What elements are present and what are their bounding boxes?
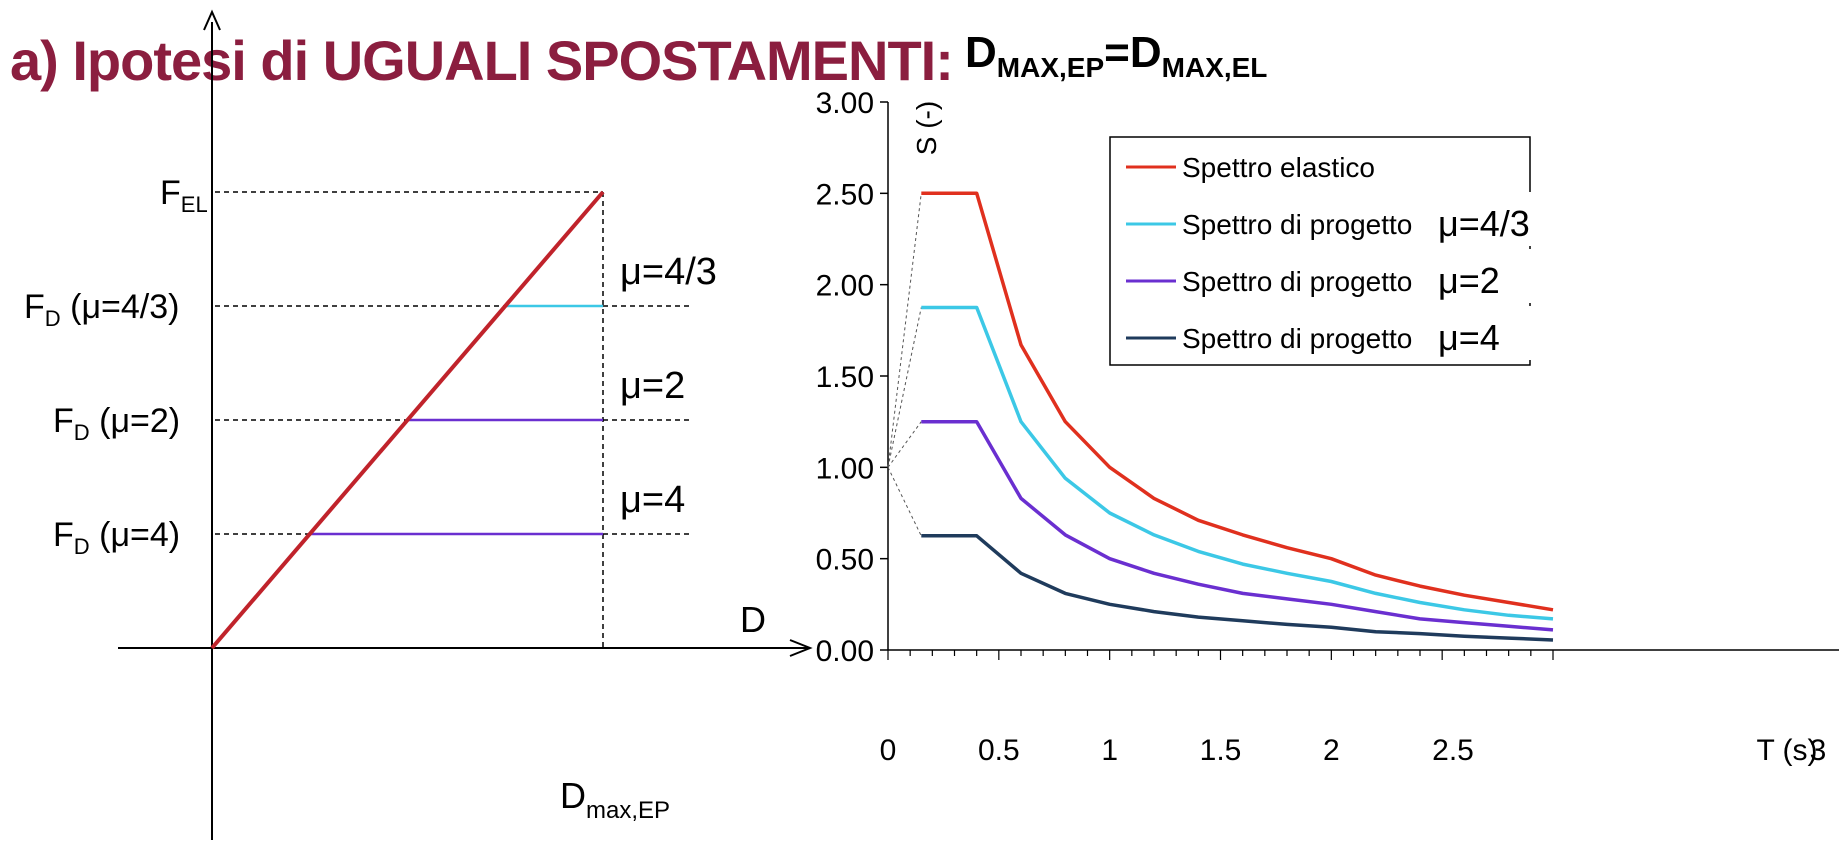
formula-left: D	[965, 28, 997, 77]
y-tick-label: 0.50	[816, 544, 874, 577]
x-tick-label: 2.5	[1432, 734, 1474, 767]
series-start-dashed	[887, 193, 922, 468]
series-line	[921, 191, 1554, 612]
x-axis-title: T (s)	[1756, 734, 1817, 767]
x-tick-label: 1	[1101, 734, 1118, 767]
title-text: a) Ipotesi di UGUALI SPOSTAMENTI:	[10, 29, 954, 92]
y-tick-label: 1.50	[816, 361, 874, 394]
y-tick-label: 2.50	[816, 178, 874, 211]
formula-right: D	[1129, 28, 1162, 77]
x-axis-arrow	[789, 639, 813, 657]
plateau-label: μ=4	[620, 479, 685, 521]
legend-label: Spettro di progetto	[1182, 323, 1412, 354]
title-formula: DMAX,EP=DMAX,EL	[965, 28, 1267, 84]
x-tick-label: 2	[1323, 734, 1340, 767]
y-tick-label: 0.00	[816, 635, 874, 668]
y-tick-label: 1.00	[816, 452, 874, 485]
x-tick-label: 0	[880, 734, 897, 767]
y-tick-label: 3.00	[816, 87, 874, 120]
legend-mu-label: μ=4	[1438, 317, 1500, 358]
y-axis-title: S (-)	[911, 101, 942, 155]
y-axis-arrow	[203, 9, 221, 31]
legend-label: Spettro di progetto	[1182, 266, 1412, 297]
x-axis-label: D	[740, 599, 766, 640]
x-tick-label: 0.5	[978, 734, 1020, 767]
dmax-tick-label: Dmax,EP	[560, 775, 670, 824]
formula-eq: =	[1104, 28, 1130, 77]
series-line	[921, 305, 1554, 621]
legend-mu-bg	[1430, 249, 1560, 303]
slide-title: a) Ipotesi di UGUALI SPOSTAMENTI:	[10, 28, 954, 93]
force-label: FEL	[160, 174, 208, 217]
force-label: FD (μ=4)	[53, 516, 180, 559]
formula-right-sub: MAX,EL	[1161, 51, 1268, 83]
force-label: FD (μ=4/3)	[24, 288, 179, 331]
x-tick-label: 1.5	[1200, 734, 1242, 767]
force-label: FD (μ=2)	[53, 402, 180, 445]
legend-label: Spettro elastico	[1182, 152, 1375, 183]
series-start-dashed	[887, 421, 922, 468]
elastic-line	[210, 190, 605, 650]
y-tick-label: 2.00	[816, 270, 874, 303]
legend-mu-label: μ=4/3	[1438, 203, 1530, 244]
series-line	[921, 419, 1554, 632]
series-start-dashed	[887, 307, 922, 468]
series-start-dashed	[887, 467, 922, 537]
legend-mu-label: μ=2	[1438, 260, 1500, 301]
series-line	[921, 534, 1554, 642]
legend-label: Spettro di progetto	[1182, 209, 1412, 240]
legend-mu-bg	[1430, 192, 1560, 246]
force-displacement-diagram: μ=4/3 μ=2 μ=4 FEL FD (μ=4/3) FD (μ=2) FD (μ=4)…	[24, 9, 813, 840]
formula-left-sub: MAX,EP	[996, 51, 1105, 83]
x-tick-label: 3	[1810, 734, 1827, 767]
legend-mu-bg	[1430, 306, 1560, 360]
plateau-label: μ=4/3	[620, 251, 717, 293]
plateau-label: μ=2	[620, 365, 685, 407]
